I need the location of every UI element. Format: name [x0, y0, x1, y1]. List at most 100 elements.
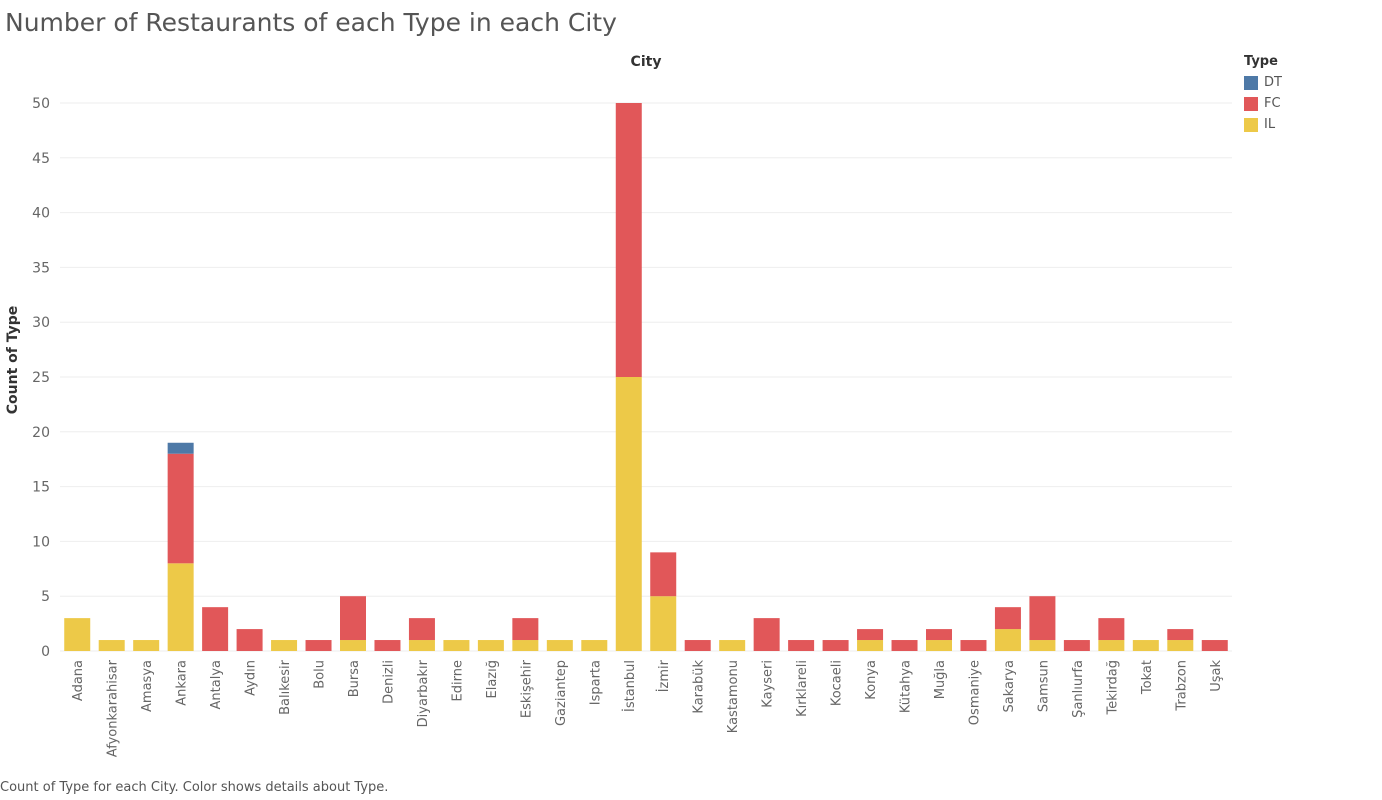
x-tick-label: Denizli	[381, 660, 396, 704]
x-tick-label: Aydın	[244, 660, 259, 696]
x-tick-label: Eskişehir	[519, 659, 534, 718]
x-tick-label: Balıkesir	[278, 659, 293, 715]
column-header: City	[631, 54, 662, 70]
x-tick-label: İzmir	[656, 659, 672, 692]
legend-swatch-fc	[1244, 96, 1258, 111]
bar-fc[interactable]	[960, 640, 987, 651]
bar-il[interactable]	[477, 640, 504, 651]
y-tick-label: 35	[32, 260, 50, 276]
gridlines	[60, 102, 1232, 652]
x-tick-label: Afyonkarahisar	[106, 659, 121, 757]
bar-il[interactable]	[1029, 640, 1056, 651]
bar-fc[interactable]	[788, 640, 815, 651]
bar-il[interactable]	[650, 596, 677, 651]
bar-fc[interactable]	[1063, 640, 1090, 651]
x-tick-label: Amasya	[140, 660, 155, 712]
x-tick-label: Muğla	[933, 660, 948, 699]
bar-fc[interactable]	[615, 103, 642, 377]
legend-label-il: IL	[1264, 117, 1276, 132]
bar-il[interactable]	[546, 640, 573, 651]
legend-swatch-il	[1244, 117, 1258, 132]
bar-il[interactable]	[133, 640, 160, 651]
y-tick-label: 30	[32, 315, 50, 331]
x-tick-label: Isparta	[588, 660, 603, 705]
bar-il[interactable]	[994, 629, 1021, 651]
x-tick-label: Antalya	[209, 660, 224, 709]
x-tick-label: Samsun	[1036, 660, 1051, 712]
y-axis-label: Count of Type	[5, 306, 21, 415]
bar-il[interactable]	[340, 640, 366, 651]
bar-il[interactable]	[271, 640, 298, 651]
bar-il[interactable]	[167, 563, 194, 651]
x-tick-label: Diyarbakır	[416, 659, 431, 727]
legend-item-il[interactable]: IL	[1244, 114, 1282, 135]
bar-il[interactable]	[719, 640, 746, 651]
x-tick-label: Kastamonu	[726, 660, 741, 733]
x-tick-label: Elazığ	[485, 660, 500, 698]
bars	[64, 103, 1228, 651]
bar-il[interactable]	[512, 640, 539, 651]
bar-fc[interactable]	[408, 618, 435, 641]
x-tick-label: Konya	[864, 660, 879, 700]
legend-label-fc: FC	[1264, 96, 1281, 111]
bar-fc[interactable]	[650, 552, 677, 597]
bar-il[interactable]	[1098, 640, 1125, 651]
bar-fc[interactable]	[1167, 629, 1194, 641]
legend-item-fc[interactable]: FC	[1244, 93, 1282, 114]
bar-il[interactable]	[98, 640, 125, 651]
bar-il[interactable]	[443, 640, 470, 651]
bar-fc[interactable]	[753, 618, 780, 651]
x-tick-label: Edirne	[450, 660, 465, 701]
bar-il[interactable]	[926, 640, 952, 651]
x-tick-label: Gaziantep	[554, 660, 569, 726]
bar-fc[interactable]	[857, 629, 884, 641]
bar-fc[interactable]	[891, 640, 918, 651]
bar-fc[interactable]	[1201, 640, 1228, 651]
legend-item-dt[interactable]: DT	[1244, 72, 1282, 93]
x-tick-label: Kütahya	[899, 660, 914, 713]
x-tick-label: Uşak	[1209, 660, 1224, 692]
bar-fc[interactable]	[374, 640, 401, 651]
bar-fc[interactable]	[1029, 596, 1056, 641]
bar-fc[interactable]	[1098, 618, 1125, 641]
x-tick-label: Kırklareli	[795, 660, 810, 717]
legend-swatch-dt	[1244, 75, 1258, 90]
bar-fc[interactable]	[926, 629, 952, 641]
y-tick-label: 50	[32, 96, 50, 112]
bar-il[interactable]	[1167, 640, 1194, 651]
y-tick-label: 25	[32, 370, 50, 386]
bar-fc[interactable]	[202, 607, 229, 651]
x-tick-label: Ankara	[175, 660, 190, 706]
x-tick-label: Tekirdağ	[1105, 660, 1120, 715]
bar-il[interactable]	[581, 640, 608, 651]
y-axis-ticks: 0 5 10 15 20 25 30 35 40 45 50	[32, 96, 50, 660]
chart-title: Number of Restaurants of each Type in ea…	[5, 8, 617, 37]
x-tick-label: Trabzon	[1174, 660, 1189, 712]
y-tick-label: 5	[41, 589, 50, 605]
bar-il[interactable]	[857, 640, 884, 651]
bar-fc[interactable]	[684, 640, 711, 651]
x-tick-label: Bolu	[313, 660, 328, 689]
bar-fc[interactable]	[167, 453, 194, 564]
x-tick-label: Sakarya	[1002, 660, 1017, 713]
bar-fc[interactable]	[512, 618, 539, 641]
x-tick-label: Adana	[71, 660, 86, 701]
bar-il[interactable]	[408, 640, 435, 651]
bar-il[interactable]	[615, 377, 642, 651]
x-tick-label: İstanbul	[622, 660, 638, 712]
x-tick-label: Kayseri	[761, 660, 776, 708]
bar-fc[interactable]	[822, 640, 849, 651]
stacked-bar-chart: City Count of Type 05101520253035404550 …	[5, 54, 1232, 757]
bar-il[interactable]	[64, 618, 91, 651]
bar-fc[interactable]	[994, 607, 1021, 630]
bar-dt[interactable]	[167, 442, 194, 454]
y-tick-label: 0	[41, 644, 50, 660]
bar-il[interactable]	[1132, 640, 1159, 651]
y-tick-label: 45	[32, 151, 50, 167]
bar-fc[interactable]	[236, 629, 263, 651]
bar-fc[interactable]	[305, 640, 332, 651]
x-tick-label: Tokat	[1140, 660, 1155, 695]
legend-label-dt: DT	[1264, 75, 1282, 90]
legend-title: Type	[1244, 54, 1278, 69]
bar-fc[interactable]	[340, 596, 366, 641]
